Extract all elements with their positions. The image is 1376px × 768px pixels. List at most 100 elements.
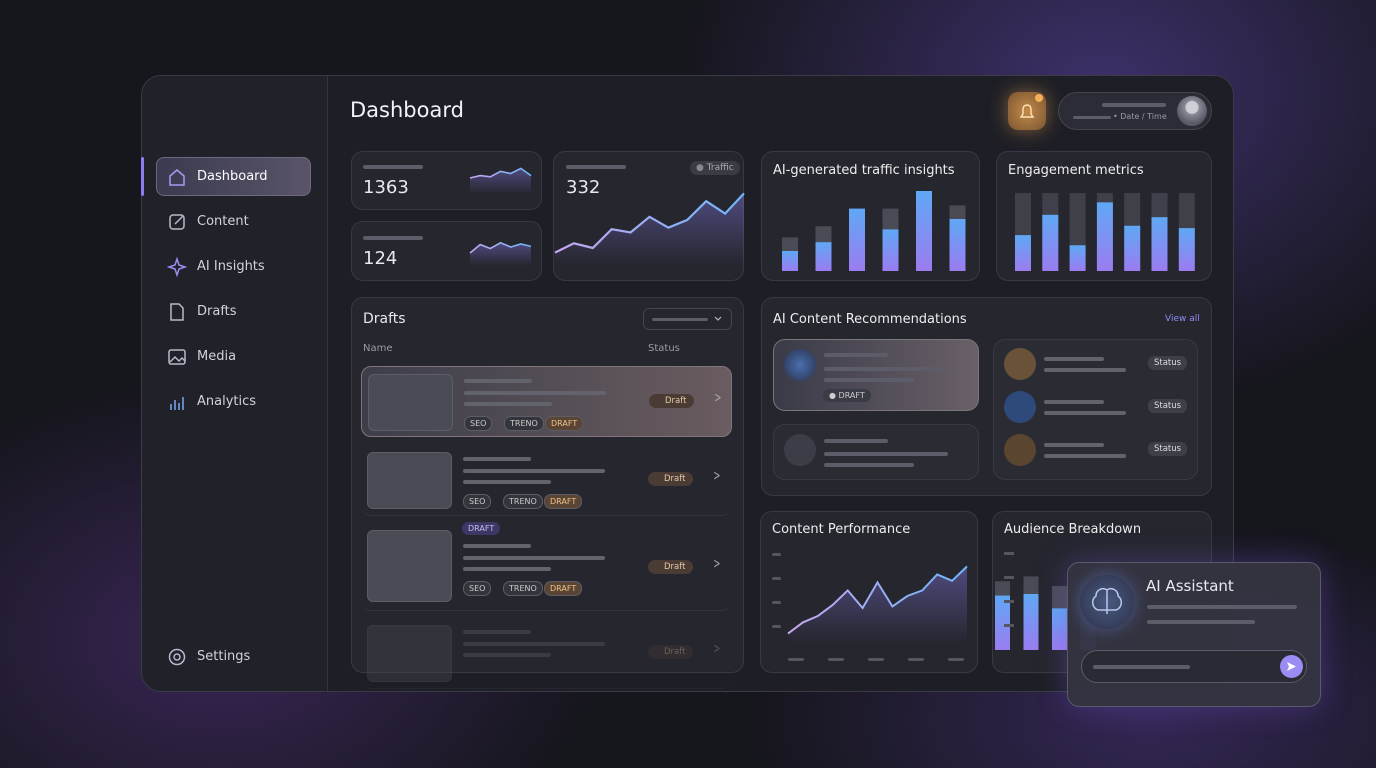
placeholder bbox=[463, 556, 605, 560]
axis-dash bbox=[772, 625, 781, 628]
axis-dash bbox=[908, 658, 924, 661]
assistant-input[interactable] bbox=[1081, 650, 1307, 683]
tag: TRENO bbox=[504, 416, 544, 431]
tag: DRAFT bbox=[544, 494, 583, 509]
nav-item[interactable]: Content bbox=[197, 214, 249, 229]
date-time: • Date / Time bbox=[1113, 112, 1167, 121]
avatar[interactable] bbox=[1177, 96, 1207, 126]
placeholder bbox=[463, 544, 531, 548]
card-title: AI Content Recommendations bbox=[773, 312, 967, 327]
filter-dropdown[interactable] bbox=[643, 308, 732, 330]
tag-text: Traffic bbox=[706, 163, 734, 173]
placeholder bbox=[463, 457, 531, 461]
bar bbox=[782, 251, 798, 271]
trend-line bbox=[469, 241, 532, 254]
nav-settings[interactable]: Settings bbox=[197, 649, 251, 664]
status-badge[interactable]: Status bbox=[1148, 399, 1188, 413]
active-indicator bbox=[141, 157, 144, 196]
bar bbox=[849, 208, 865, 271]
column-header: Status bbox=[648, 343, 680, 354]
chevron: > bbox=[714, 390, 722, 406]
placeholder bbox=[463, 567, 551, 571]
view-all-link[interactable]: View all bbox=[1165, 314, 1200, 324]
placeholder bbox=[464, 402, 552, 406]
stat-value: 124 bbox=[363, 248, 398, 269]
nav-item[interactable]: Analytics bbox=[197, 394, 257, 409]
status-badge[interactable]: Status bbox=[1148, 442, 1188, 456]
tag: DRAFT bbox=[545, 416, 584, 431]
chevron: > bbox=[713, 556, 721, 572]
axis-dash bbox=[772, 553, 781, 556]
tag: DRAFT bbox=[544, 581, 583, 596]
axis-dash bbox=[1004, 552, 1014, 555]
card-title: AI-generated traffic insights bbox=[773, 163, 955, 178]
badge-text: DRAFT bbox=[838, 391, 865, 400]
placeholder bbox=[463, 469, 605, 473]
bar bbox=[1096, 202, 1113, 271]
trend-area bbox=[788, 566, 967, 644]
trend-area bbox=[470, 242, 531, 266]
placeholder bbox=[1044, 454, 1126, 458]
draft-row[interactable]: Draft > bbox=[361, 618, 732, 689]
bar bbox=[1178, 228, 1195, 271]
bar bbox=[916, 191, 932, 271]
nav-item[interactable]: AI Insights bbox=[197, 259, 265, 274]
card-title: Engagement metrics bbox=[1008, 163, 1144, 178]
chevron: > bbox=[713, 468, 721, 484]
axis-dash bbox=[788, 658, 804, 661]
trend-area bbox=[470, 168, 531, 194]
rec-icon bbox=[1004, 391, 1036, 423]
placeholder bbox=[464, 379, 532, 383]
tag: SEO bbox=[463, 494, 492, 509]
bar bbox=[949, 219, 966, 271]
page-title: Dashboard bbox=[350, 98, 464, 122]
placeholder bbox=[463, 642, 605, 646]
status-badge: Draft bbox=[648, 645, 694, 659]
placeholder bbox=[1044, 357, 1104, 361]
tag: SEO bbox=[463, 581, 492, 596]
thumbnail bbox=[368, 374, 453, 431]
placeholder bbox=[1044, 443, 1104, 447]
tag: SEO bbox=[464, 416, 493, 431]
bar bbox=[1124, 225, 1141, 271]
placeholder bbox=[463, 480, 551, 484]
tag: TRENO bbox=[503, 494, 543, 509]
axis-dash bbox=[772, 601, 781, 604]
nav-item[interactable]: Media bbox=[197, 349, 237, 364]
axis-dash bbox=[948, 658, 964, 661]
chevron: > bbox=[713, 641, 721, 657]
badge: DRAFT bbox=[462, 522, 501, 535]
nav-item[interactable]: Drafts bbox=[197, 304, 237, 319]
placeholder bbox=[1044, 411, 1126, 415]
trend-line bbox=[469, 167, 532, 179]
placeholder bbox=[463, 630, 531, 634]
bar bbox=[1069, 245, 1086, 271]
nav-item[interactable]: Dashboard bbox=[197, 169, 268, 184]
bar bbox=[815, 242, 832, 271]
card-title: Drafts bbox=[363, 311, 406, 327]
draft-row[interactable]: DRAFT SEO TRENO DRAFT Draft > bbox=[361, 522, 732, 611]
column-header: Name bbox=[363, 343, 393, 354]
trend-line bbox=[787, 565, 968, 635]
rec-icon bbox=[1004, 348, 1036, 380]
draft-row[interactable]: SEO TRENO DRAFT Draft > bbox=[361, 366, 732, 437]
thumbnail bbox=[367, 625, 452, 682]
status-badge[interactable]: Status bbox=[1148, 356, 1188, 370]
axis-dash bbox=[1004, 576, 1014, 579]
active-nav[interactable] bbox=[156, 157, 311, 196]
status-badge: Draft bbox=[648, 472, 694, 486]
bar bbox=[995, 595, 1010, 650]
bar bbox=[1151, 217, 1168, 271]
traffic-tag: ● Traffic bbox=[690, 161, 740, 175]
bar bbox=[1042, 214, 1059, 271]
axis-dash bbox=[1004, 600, 1014, 603]
stat-value: 1363 bbox=[363, 177, 409, 198]
draft-row[interactable]: SEO TRENO DRAFT Draft > bbox=[361, 445, 732, 516]
trend-line bbox=[554, 192, 745, 254]
status-badge: Draft bbox=[648, 560, 694, 574]
